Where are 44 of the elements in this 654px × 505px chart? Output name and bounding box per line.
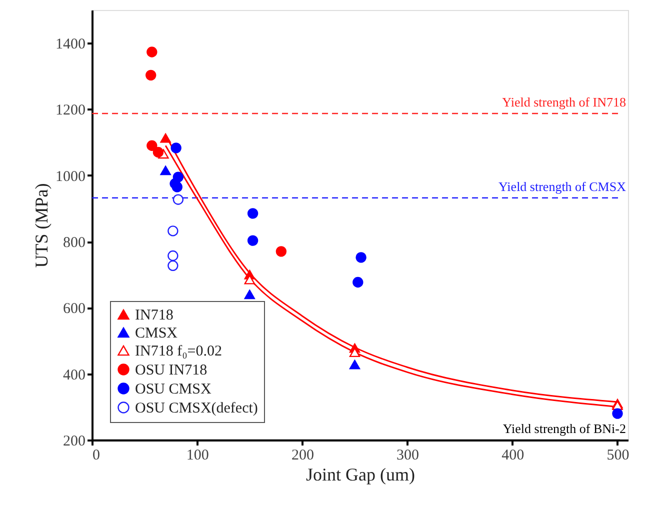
y-tick-label: 1200 (56, 102, 86, 119)
x-tick-label: 300 (396, 448, 420, 464)
point (356, 252, 366, 263)
point (247, 235, 258, 246)
x-axis-title: Joint Gap (um) (306, 464, 415, 484)
point (244, 290, 255, 300)
point (168, 250, 178, 262)
y-tick-label: 600 (63, 301, 86, 318)
y-tick-label: 400 (63, 367, 86, 384)
x-tick-label: 400 (502, 448, 524, 464)
point (276, 246, 287, 257)
point (172, 194, 184, 205)
point (160, 166, 171, 176)
x-tick-label: 200 (291, 448, 314, 464)
point (612, 408, 623, 419)
point (247, 208, 258, 219)
y-tick-label: 200 (63, 434, 86, 450)
legend-label: IN718 f₀=0.02 (135, 344, 222, 360)
legend-label: CMSX (135, 326, 178, 342)
ref-line-label: Yield strength of BNi-2 (502, 421, 626, 436)
point (146, 140, 158, 151)
legend-label: OSU IN718 (135, 362, 208, 378)
point (168, 260, 178, 272)
point (352, 276, 364, 288)
point (146, 46, 158, 58)
legend-label: OSU CMSX(defect) (135, 400, 258, 416)
point (170, 142, 182, 154)
x-tick-label: 0 (92, 448, 100, 464)
point (172, 182, 182, 192)
legend-label: IN718 (135, 308, 174, 324)
x-tick-label: 100 (186, 448, 209, 464)
ref-line-label: Yield strength of CMSX (498, 178, 627, 194)
y-tick-label: 1000 (56, 168, 86, 185)
y-axis-title: UTS (MPa) (32, 183, 52, 268)
y-tick-label: 1400 (56, 36, 86, 53)
point (152, 146, 164, 158)
point (160, 133, 171, 143)
ref-line-label: Yield strength of IN718 (502, 94, 626, 110)
legend-label: OSU CMSX (135, 382, 212, 398)
point (349, 360, 360, 370)
point (168, 226, 178, 236)
y-tick-label: 800 (63, 235, 86, 252)
x-tick-label: 500 (606, 448, 630, 464)
point (146, 70, 156, 80)
